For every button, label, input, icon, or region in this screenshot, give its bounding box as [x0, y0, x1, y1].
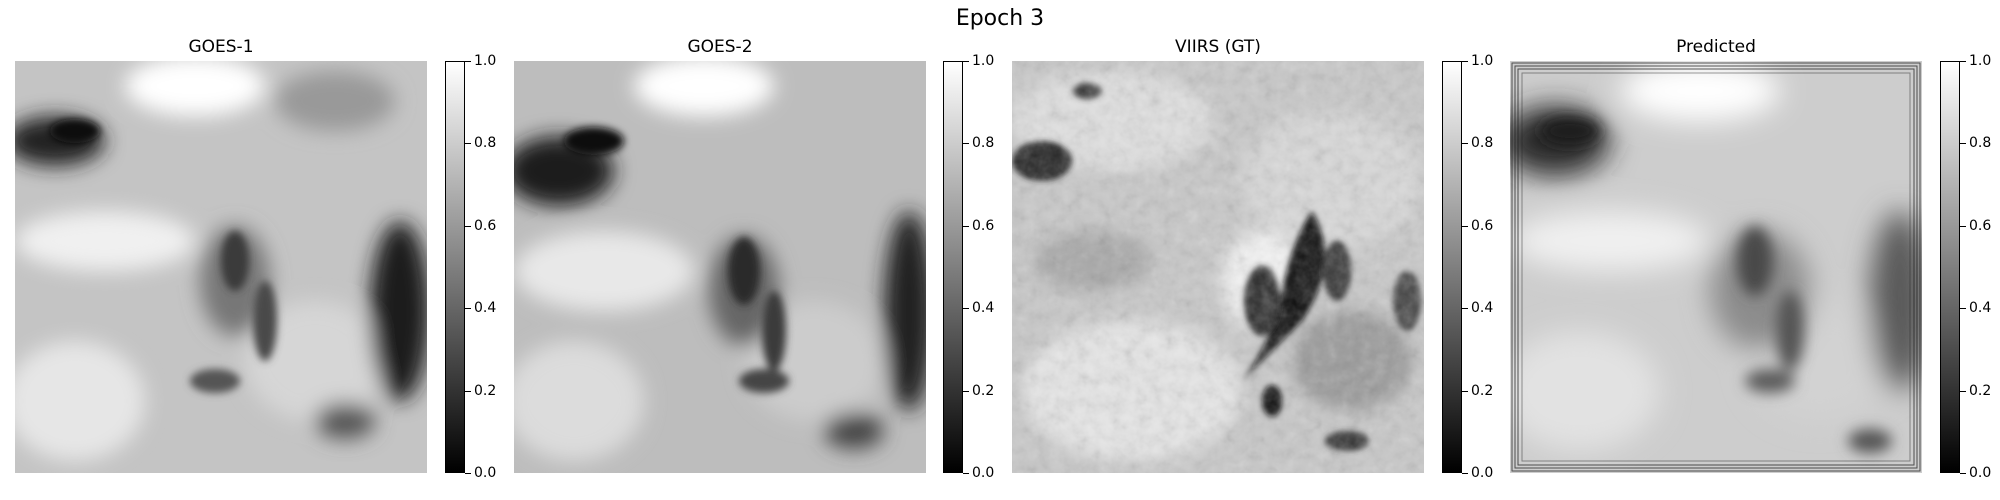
- colorbar-tick-label: 1.0: [474, 53, 497, 69]
- panel-title-predicted: Predicted: [1676, 37, 1756, 57]
- figure-title: Epoch 3: [955, 6, 1045, 31]
- colorbar-tick: [1462, 61, 1468, 62]
- colorbar-tick-label: 1.0: [972, 53, 995, 69]
- colorbar-tick-label: 0.8: [1471, 135, 1494, 152]
- colorbar-tick: [465, 390, 471, 392]
- colorbar-tick-label: 0.0: [1969, 465, 1992, 481]
- colorbar-tick-label: 0.6: [474, 217, 497, 234]
- colorbar-tick: [1960, 473, 1966, 474]
- image-predicted: [1510, 61, 1922, 473]
- colorbar-tick: [1960, 61, 1966, 62]
- colorbar-tick-label: 0.6: [972, 217, 995, 234]
- colorbar-tick-label: 0.2: [474, 382, 497, 399]
- image-goes-2: [514, 61, 926, 473]
- colorbar-tick-label: 0.4: [1969, 300, 1992, 317]
- panel-title-goes-2: GOES-2: [687, 37, 753, 57]
- colorbar-tick: [963, 390, 969, 392]
- colorbar-tick-label: 0.0: [474, 465, 497, 481]
- colorbar-tick: [963, 143, 969, 145]
- colorbar-goes-1: [445, 61, 465, 473]
- colorbar-tick: [1960, 390, 1966, 392]
- colorbar-predicted: [1940, 61, 1960, 473]
- colorbar-tick: [963, 473, 969, 474]
- colorbar-tick: [1462, 225, 1468, 227]
- colorbar-tick-label: 0.6: [1471, 217, 1494, 234]
- colorbar-tick-label: 0.4: [972, 300, 995, 317]
- colorbar-tick: [1960, 143, 1966, 145]
- colorbar-tick-label: 0.0: [972, 465, 995, 481]
- colorbar-tick: [465, 61, 471, 62]
- image-goes-1: [15, 61, 427, 473]
- image-viirs-gt: [1012, 61, 1424, 473]
- panel-title-goes-1: GOES-1: [188, 37, 254, 57]
- colorbar-tick: [963, 225, 969, 227]
- colorbar-tick-label: 0.8: [972, 135, 995, 152]
- colorbar-tick-label: 0.8: [474, 135, 497, 152]
- colorbar-viirs-gt: [1442, 61, 1462, 473]
- colorbar-tick-label: 1.0: [1969, 53, 1992, 69]
- colorbar-tick: [1462, 143, 1468, 145]
- colorbar-tick-label: 0.4: [1471, 300, 1494, 317]
- colorbar-tick: [465, 473, 471, 474]
- colorbar-tick: [963, 61, 969, 62]
- colorbar-tick-label: 0.2: [1969, 382, 1992, 399]
- colorbar-tick-label: 0.0: [1471, 465, 1494, 481]
- colorbar-tick-label: 0.2: [972, 382, 995, 399]
- colorbar-tick-label: 0.8: [1969, 135, 1992, 152]
- colorbar-tick-label: 0.4: [474, 300, 497, 317]
- colorbar-tick: [1462, 308, 1468, 310]
- colorbar-tick: [1462, 390, 1468, 392]
- colorbar-tick: [1462, 473, 1468, 474]
- colorbar-tick: [1960, 308, 1966, 310]
- colorbar-tick: [465, 143, 471, 145]
- colorbar-tick: [963, 308, 969, 310]
- colorbar-tick: [465, 225, 471, 227]
- panel-title-viirs-gt: VIIRS (GT): [1175, 37, 1261, 57]
- colorbar-tick-label: 0.2: [1471, 382, 1494, 399]
- colorbar-tick: [1960, 225, 1966, 227]
- colorbar-tick-label: 1.0: [1471, 53, 1494, 69]
- colorbar-goes-2: [943, 61, 963, 473]
- colorbar-tick-label: 0.6: [1969, 217, 1992, 234]
- colorbar-tick: [465, 308, 471, 310]
